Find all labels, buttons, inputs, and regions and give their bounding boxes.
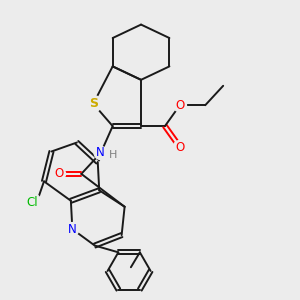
Text: N: N [96, 146, 105, 160]
Circle shape [173, 140, 186, 154]
Text: O: O [54, 167, 64, 180]
Circle shape [23, 193, 41, 211]
Circle shape [94, 146, 107, 160]
Text: H: H [109, 150, 118, 161]
Text: S: S [89, 97, 98, 110]
Text: Cl: Cl [26, 196, 38, 209]
Circle shape [85, 95, 102, 112]
Circle shape [173, 99, 186, 112]
Text: O: O [175, 140, 184, 154]
Circle shape [66, 223, 79, 236]
Text: O: O [175, 99, 184, 112]
Text: N: N [68, 223, 77, 236]
Circle shape [52, 167, 65, 181]
